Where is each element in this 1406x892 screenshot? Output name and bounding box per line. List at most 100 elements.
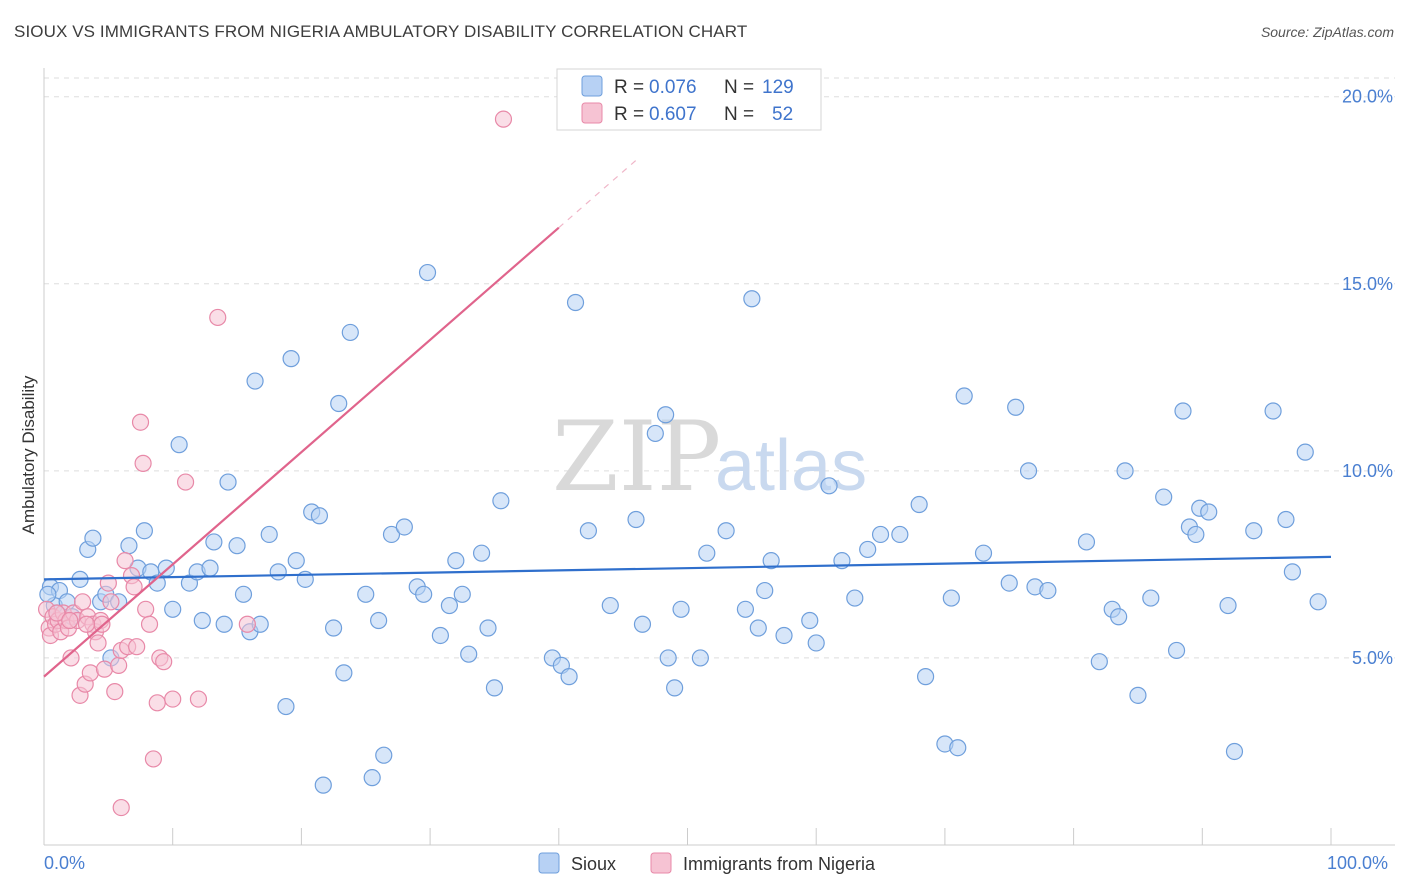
sioux-point-97: [949, 739, 967, 757]
sioux-point-43: [335, 664, 353, 682]
sioux-point-86: [807, 634, 825, 652]
top-legend: R = 0.076 N = 129 R = 0.607 N = 52: [556, 68, 822, 131]
sioux-point-23: [201, 559, 219, 577]
y-tick-label-1: 10.0%: [1342, 461, 1393, 481]
nigeria-point-34: [134, 454, 152, 472]
sioux-point-76: [691, 649, 709, 667]
nigeria-point-35: [137, 600, 155, 618]
grid-lines: [44, 77, 1395, 659]
series-nigeria: [37, 110, 513, 817]
sioux-point-72: [657, 406, 675, 424]
sioux-point-93: [910, 495, 928, 514]
sioux-point-127: [39, 585, 57, 603]
nigeria-point-10: [62, 649, 80, 667]
sioux-point-87: [820, 477, 838, 495]
legend-n-value-0: 129: [762, 77, 794, 98]
nigeria-point-20: [89, 634, 107, 652]
nigeria-point-48: [48, 604, 66, 622]
sioux-point-94: [916, 668, 935, 686]
nigeria-point-14: [74, 593, 92, 611]
sioux-point-62: [492, 492, 510, 510]
sioux-point-112: [1155, 488, 1173, 506]
sioux-point-105: [1077, 533, 1096, 551]
nigeria-point-49: [77, 615, 96, 633]
watermark-zip: ZIP: [552, 401, 721, 513]
sioux-point-91: [871, 525, 890, 544]
nigeria-point-24: [102, 593, 120, 611]
legend-r-value-0: 0.076: [649, 77, 697, 98]
sioux-point-54: [431, 626, 449, 645]
nigeria-point-43: [189, 690, 208, 708]
sioux-point-53: [418, 263, 437, 282]
series-sioux: [39, 263, 1327, 794]
nigeria-point-51: [494, 110, 513, 128]
sioux-point-56: [447, 552, 465, 570]
sioux-point-124: [1283, 563, 1301, 581]
sioux-point-7: [84, 529, 102, 547]
nigeria-point-50: [61, 611, 79, 630]
axes: [43, 68, 1395, 846]
sioux-point-81: [749, 619, 767, 637]
bottom-legend-swatch-nigeria: [650, 852, 672, 874]
legend-r-label-0: R =: [614, 77, 644, 98]
sioux-point-45: [357, 585, 375, 603]
source-credit: Source: ZipAtlas.com: [1260, 24, 1394, 40]
nigeria-point-26: [110, 656, 128, 675]
sioux-point-83: [762, 552, 780, 570]
sioux-point-68: [601, 596, 619, 615]
nigeria-point-46: [112, 798, 130, 817]
chart-title: SIOUX VS IMMIGRANTS FROM NIGERIA AMBULAT…: [14, 22, 748, 41]
sioux-point-99: [974, 544, 993, 562]
sioux-point-24: [205, 533, 223, 551]
nigeria-point-41: [164, 690, 182, 708]
nigeria-trend-line: [43, 226, 560, 678]
sioux-point-106: [1090, 653, 1108, 671]
sioux-point-61: [485, 679, 504, 697]
sioux-point-36: [287, 552, 305, 570]
nigeria-point-28: [116, 552, 134, 570]
sioux-point-46: [363, 769, 381, 787]
sioux-point-27: [228, 537, 246, 555]
sioux-point-67: [579, 522, 598, 540]
sioux-point-47: [370, 611, 388, 630]
sioux-point-66: [566, 293, 585, 312]
bottom-legend-label-nigeria: Immigrants from Nigeria: [683, 854, 876, 874]
bottom-legend-label-sioux: Sioux: [571, 854, 616, 874]
sioux-point-69: [633, 615, 652, 633]
x-tick-label-1: 100.0%: [1327, 853, 1388, 873]
legend-r-label-1: R =: [614, 104, 644, 125]
nigeria-point-33: [131, 413, 150, 431]
sioux-point-114: [1174, 402, 1192, 420]
sioux-point-28: [234, 585, 253, 603]
sioux-point-35: [282, 350, 300, 368]
sioux-point-79: [736, 600, 755, 618]
sioux-point-40: [314, 776, 332, 794]
sioux-point-75: [672, 600, 690, 618]
sioux-point-39: [310, 507, 329, 525]
sioux-point-119: [1225, 742, 1244, 761]
legend-n-label-1: N =: [724, 104, 754, 125]
sioux-point-42: [330, 394, 348, 413]
sioux-point-25: [215, 615, 233, 633]
sioux-point-84: [775, 626, 793, 645]
sioux-point-102: [1019, 462, 1038, 480]
sioux-point-111: [1142, 589, 1160, 607]
sioux-point-14: [135, 522, 153, 540]
sioux-point-92: [891, 525, 909, 544]
nigeria-point-17: [81, 664, 99, 682]
sioux-point-19: [170, 436, 188, 454]
bottom-legend-swatch-sioux: [538, 852, 560, 874]
sioux-point-34: [277, 697, 295, 716]
sioux-point-33: [269, 563, 287, 581]
sioux-point-82: [756, 581, 774, 600]
sioux-point-32: [260, 525, 278, 544]
nigeria-point-42: [176, 473, 195, 491]
sioux-point-44: [341, 323, 359, 342]
sioux-point-113: [1167, 641, 1186, 660]
sioux-point-95: [942, 589, 960, 607]
sioux-point-116: [1187, 525, 1205, 544]
sioux-point-85: [801, 611, 819, 630]
sioux-point-16: [148, 574, 166, 592]
sioux-point-49: [382, 525, 401, 544]
